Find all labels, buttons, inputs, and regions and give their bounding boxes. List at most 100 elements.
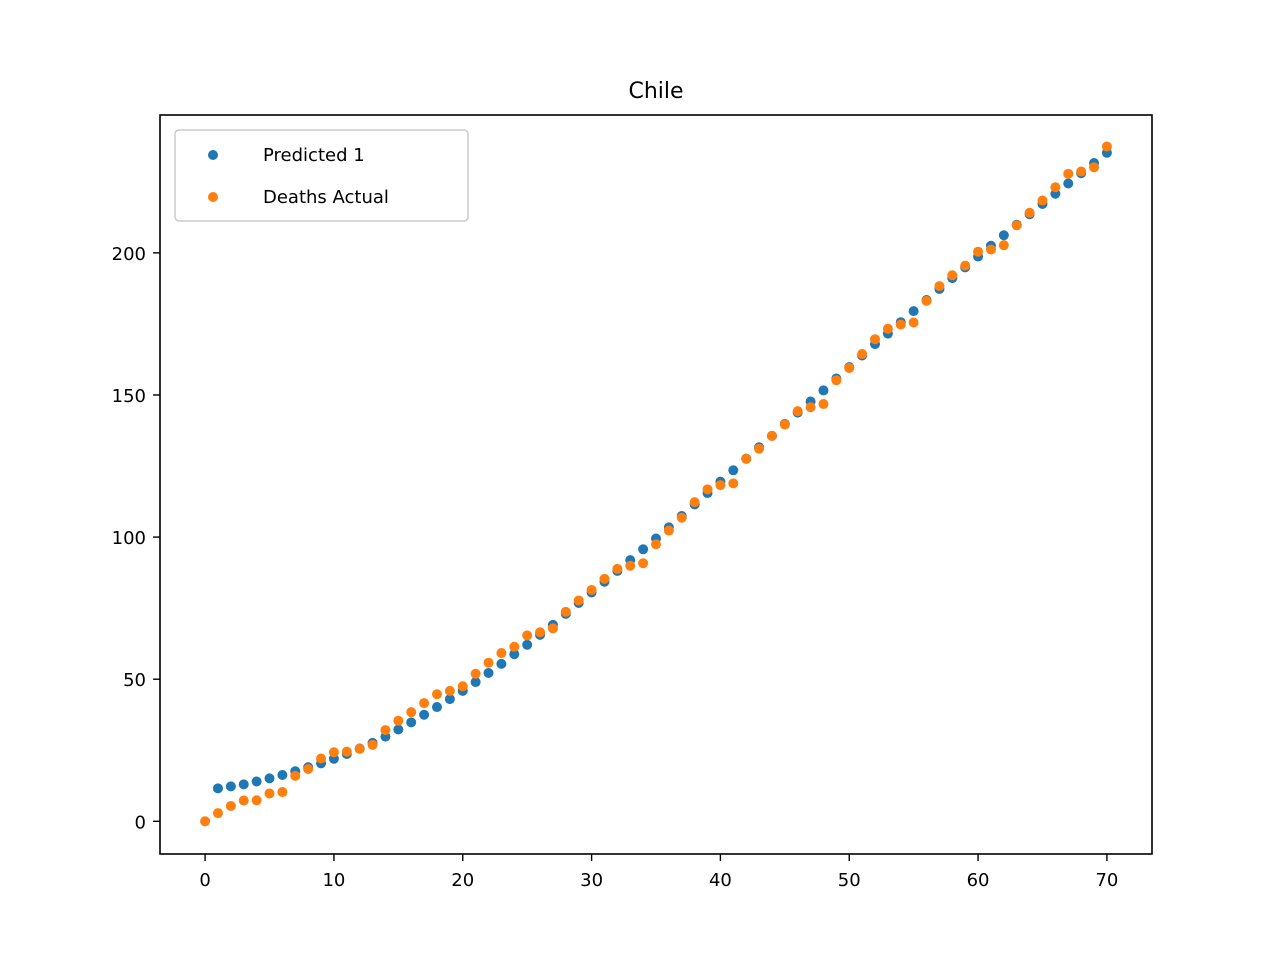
data-point-series-1-63 [1011,220,1022,231]
data-point-series-1-2 [225,800,236,811]
data-point-series-1-66 [1050,182,1061,193]
legend-label-actual: Deaths Actual [263,187,389,208]
data-point-series-1-43 [754,443,765,454]
data-point-series-1-52 [870,334,881,345]
data-point-series-1-33 [625,560,636,571]
data-point-series-1-32 [612,563,623,574]
data-point-series-1-5 [264,788,275,799]
data-point-series-0-5 [277,769,288,780]
x-tick-label-3: 30 [580,870,603,891]
data-point-series-1-49 [831,375,842,386]
data-point-series-1-10 [328,747,339,758]
data-point-series-1-23 [496,648,507,659]
x-tick-label-4: 40 [709,870,732,891]
data-point-series-1-41 [728,478,739,489]
data-point-series-1-70 [1101,141,1112,152]
data-point-series-1-28 [560,606,571,617]
data-point-series-0-24 [522,639,533,650]
chart-title: Chile [628,79,683,104]
legend-marker-predicted [208,150,218,160]
data-point-series-0-23 [509,649,520,660]
data-point-series-1-3 [238,795,249,806]
data-point-series-0-18 [444,694,455,705]
data-point-series-1-4 [251,795,262,806]
data-point-series-1-13 [367,739,378,750]
data-point-series-1-14 [380,725,391,736]
ticks-layer: 0 10 20 30 40 50 60 70 0 50 100 150 200 [112,244,1119,891]
data-point-series-1-15 [393,715,404,726]
data-point-series-1-6 [277,787,288,798]
data-point-series-1-67 [1063,168,1074,179]
data-point-series-1-62 [998,240,1009,251]
legend-label-predicted: Predicted 1 [263,145,365,166]
data-point-series-1-22 [483,657,494,668]
data-point-series-1-68 [1076,166,1087,177]
data-point-series-1-26 [535,627,546,638]
data-point-series-1-20 [457,681,468,692]
data-point-series-0-17 [431,702,442,713]
y-tick-label-4: 200 [112,244,146,265]
data-point-series-1-25 [522,630,533,641]
data-point-series-1-8 [303,764,314,775]
data-point-series-1-65 [1037,195,1048,206]
data-point-series-0-0 [212,783,223,794]
data-point-series-1-7 [290,770,301,781]
y-tick-label-3: 150 [112,386,146,407]
data-point-series-1-56 [921,295,932,306]
data-point-series-0-3 [251,776,262,787]
y-tick-label-0: 0 [135,812,146,833]
data-point-series-0-22 [496,658,507,669]
data-point-series-1-36 [663,525,674,536]
x-tick-label-2: 20 [451,870,474,891]
data-point-series-1-38 [689,497,700,508]
data-point-series-0-1 [225,781,236,792]
legend-marker-actual [208,192,218,202]
x-tick-label-1: 10 [322,870,345,891]
data-point-series-0-21 [483,667,494,678]
x-tick-label-7: 70 [1095,870,1118,891]
data-point-series-1-37 [676,512,687,523]
plot-frame [159,114,1153,855]
data-point-series-1-40 [715,480,726,491]
data-point-series-0-15 [406,717,417,728]
data-point-series-1-69 [1089,162,1100,173]
y-tick-label-2: 100 [112,528,146,549]
data-point-series-1-18 [431,689,442,700]
data-point-series-1-24 [509,641,520,652]
data-point-series-1-19 [444,685,455,696]
data-point-series-0-14 [393,724,404,735]
data-point-series-1-45 [779,419,790,430]
data-point-series-1-1 [212,808,223,819]
data-point-series-1-44 [766,430,777,441]
data-point-series-1-12 [354,743,365,754]
data-point-series-1-64 [1024,207,1035,218]
data-point-series-0-40 [728,465,739,476]
data-point-series-1-30 [586,584,597,595]
data-point-series-1-46 [792,406,803,417]
data-point-series-1-58 [947,270,958,281]
data-point-series-1-9 [316,753,327,764]
data-point-series-1-55 [908,317,919,328]
data-point-series-1-17 [419,698,430,709]
y-tick-label-1: 50 [123,670,146,691]
data-point-series-1-48 [818,399,829,410]
data-point-series-1-39 [702,484,713,495]
data-point-series-1-0 [200,816,211,827]
data-point-series-0-20 [470,677,481,688]
data-point-series-1-27 [547,623,558,634]
data-point-series-0-16 [419,709,430,720]
x-tick-label-5: 50 [838,870,861,891]
data-point-series-1-11 [341,746,352,757]
data-point-series-1-50 [844,362,855,373]
data-point-series-1-51 [857,349,868,360]
data-point-series-1-61 [985,244,996,255]
data-point-series-1-47 [805,402,816,413]
data-point-series-1-42 [741,453,752,464]
data-point-series-0-33 [638,544,649,555]
data-point-series-1-35 [651,539,661,550]
data-point-series-0-54 [908,306,919,317]
data-point-series-1-57 [934,281,945,292]
data-point-series-1-54 [895,319,906,330]
data-point-series-1-16 [406,707,417,718]
